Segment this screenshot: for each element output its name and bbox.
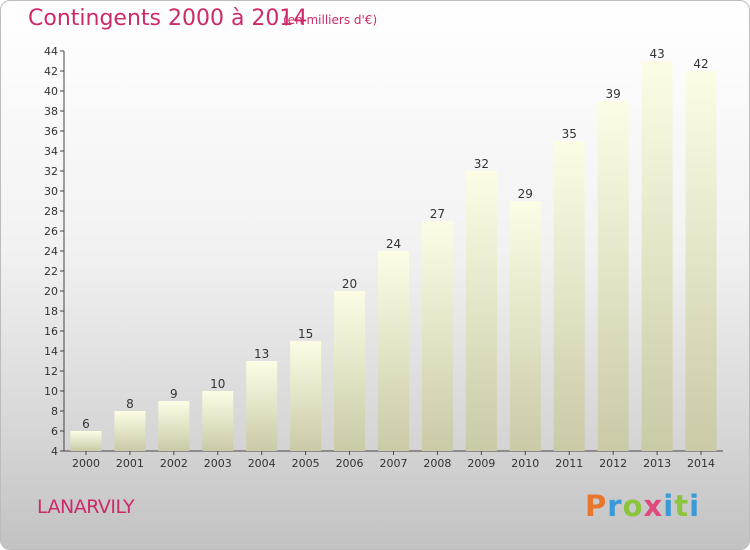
x-tick-label: 2013 <box>643 457 671 470</box>
y-tick-label: 28 <box>44 205 58 218</box>
x-tick-label: 2006 <box>336 457 364 470</box>
proxiti-logo: Proxiti <box>585 489 701 523</box>
bar <box>685 71 717 451</box>
y-tick-label: 24 <box>44 245 58 258</box>
y-tick-label: 34 <box>44 145 58 158</box>
y-tick-label: 10 <box>44 385 58 398</box>
y-tick-label: 6 <box>51 425 58 438</box>
x-tick-label: 2002 <box>160 457 188 470</box>
x-tick-label: 2014 <box>687 457 715 470</box>
chart-subtitle: (en milliers d'€) <box>283 13 378 27</box>
bars: 6 8 9 10 13 15 20 24 27 32 29 35 39 43 42 <box>70 47 717 451</box>
bar <box>70 431 102 451</box>
bar <box>114 411 146 451</box>
y-tick-label: 32 <box>44 165 58 178</box>
x-tick-label: 2012 <box>599 457 627 470</box>
bar-value-label: 6 <box>82 417 90 431</box>
x-tick-label: 2001 <box>116 457 144 470</box>
y-tick-label: 16 <box>44 325 58 338</box>
y-tick-label: 26 <box>44 225 58 238</box>
x-tick-label: 2009 <box>467 457 495 470</box>
bar-value-label: 13 <box>254 347 269 361</box>
bar <box>421 221 453 451</box>
y-tick-label: 30 <box>44 185 58 198</box>
bar <box>246 361 278 451</box>
bar <box>641 61 673 451</box>
y-tick-label: 22 <box>44 265 58 278</box>
x-tick-label: 2000 <box>72 457 100 470</box>
x-tick-label: 2007 <box>380 457 408 470</box>
bar <box>509 201 541 451</box>
x-tick-label: 2003 <box>204 457 232 470</box>
bar-value-label: 43 <box>649 47 664 61</box>
commune-name: LANARVILY <box>37 496 135 518</box>
bar-value-label: 24 <box>386 237 401 251</box>
bar-value-label: 8 <box>126 397 134 411</box>
y-tick-label: 8 <box>51 405 58 418</box>
bar <box>202 391 234 451</box>
bar-value-label: 27 <box>430 207 445 221</box>
bar <box>290 341 322 451</box>
y-tick-label: 14 <box>44 345 58 358</box>
bar <box>553 141 585 451</box>
y-tick-label: 18 <box>44 305 58 318</box>
bar-value-label: 29 <box>518 187 533 201</box>
bar <box>465 171 497 451</box>
x-tick-label: 2005 <box>292 457 320 470</box>
bar-value-label: 10 <box>210 377 225 391</box>
bar-value-label: 39 <box>606 87 621 101</box>
x-tick-label: 2004 <box>248 457 276 470</box>
bar-value-label: 20 <box>342 277 357 291</box>
x-tick-label: 2011 <box>555 457 583 470</box>
x-tick-label: 2010 <box>511 457 539 470</box>
bar <box>334 291 366 451</box>
bar-value-label: 15 <box>298 327 313 341</box>
bar-value-label: 32 <box>474 157 489 171</box>
axes: 4 6 8 10 12 14 16 18 20 22 24 26 28 30 32 34 36 38 40 42 44 2… <box>44 45 723 470</box>
y-tick-label: 38 <box>44 105 58 118</box>
chart-title: Contingents 2000 à 2014 <box>28 6 308 31</box>
bar-value-label: 9 <box>170 387 178 401</box>
bar-value-label: 42 <box>693 57 708 71</box>
y-tick-label: 40 <box>44 85 58 98</box>
y-tick-label: 42 <box>44 65 58 78</box>
bar <box>378 251 409 451</box>
x-tick-label: 2008 <box>423 457 451 470</box>
bar-value-label: 35 <box>562 127 577 141</box>
y-tick-label: 44 <box>44 45 58 58</box>
bar <box>158 401 190 451</box>
y-tick-label: 12 <box>44 365 58 378</box>
y-tick-label: 20 <box>44 285 58 298</box>
y-tick-label: 36 <box>44 125 58 138</box>
y-tick-label: 4 <box>51 445 58 458</box>
bar <box>597 101 629 451</box>
